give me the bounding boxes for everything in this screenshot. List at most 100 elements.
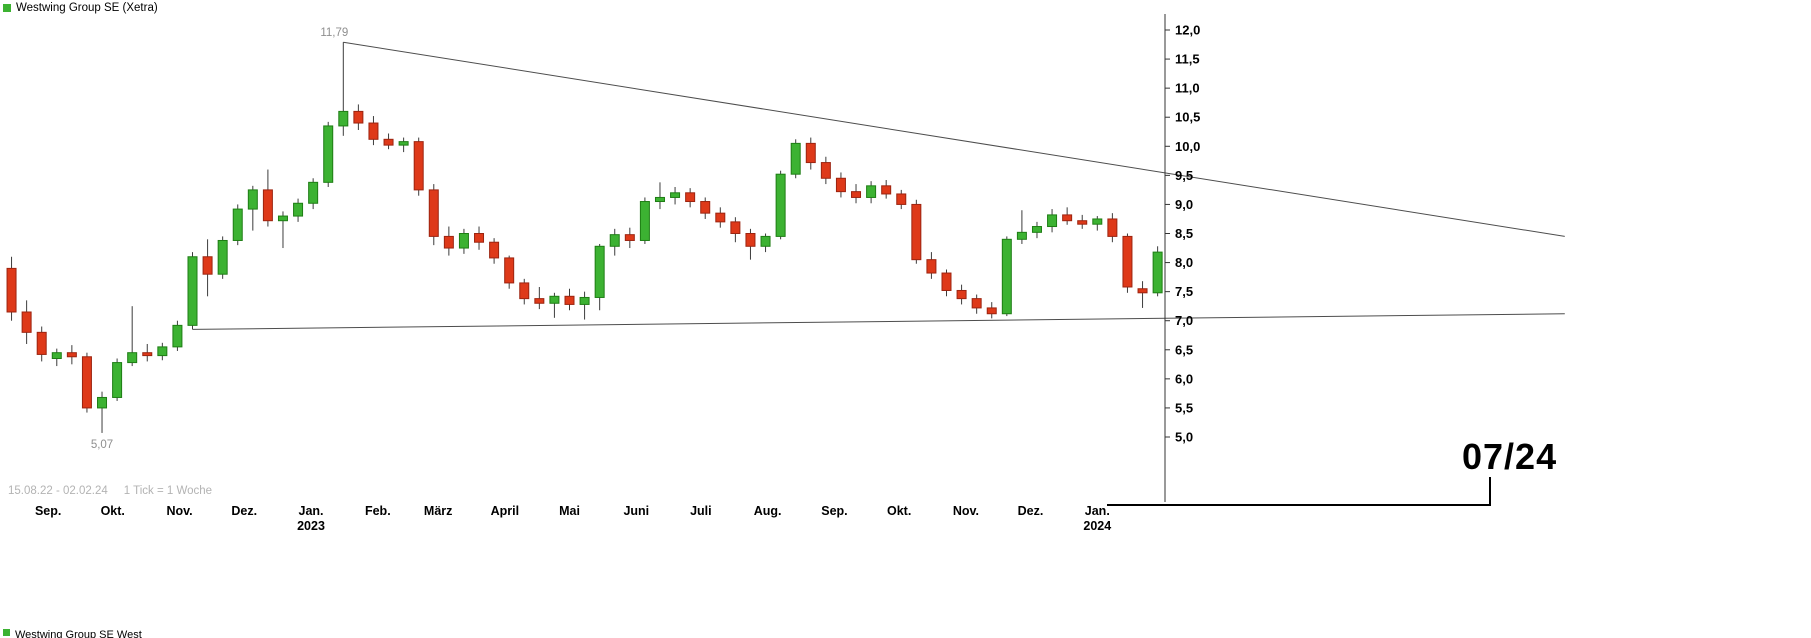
candle[interactable] <box>534 286 545 310</box>
candle[interactable] <box>36 326 47 362</box>
candle[interactable] <box>142 343 153 362</box>
candle[interactable] <box>398 137 409 153</box>
candle[interactable] <box>654 182 665 210</box>
candle[interactable] <box>835 172 846 198</box>
candle[interactable] <box>594 243 605 311</box>
candle[interactable] <box>66 345 77 365</box>
candle[interactable] <box>956 284 967 305</box>
candle[interactable] <box>820 156 831 185</box>
candle[interactable] <box>745 228 756 260</box>
candle[interactable] <box>986 302 997 319</box>
candle[interactable] <box>685 188 696 208</box>
candle[interactable] <box>323 121 334 187</box>
candle[interactable] <box>308 178 319 210</box>
candle[interactable] <box>172 320 183 351</box>
y-axis-label: 7,5 <box>1175 284 1193 299</box>
candle[interactable] <box>1152 246 1163 297</box>
y-axis-label: 6,0 <box>1175 371 1193 386</box>
candle[interactable] <box>881 180 892 199</box>
candle[interactable] <box>127 306 138 367</box>
candle[interactable] <box>519 278 530 305</box>
candle[interactable] <box>1092 216 1103 231</box>
x-axis-month-label: April <box>491 504 519 518</box>
candle[interactable] <box>474 226 485 250</box>
candle[interactable] <box>1122 233 1133 293</box>
candle-body <box>368 122 379 140</box>
candle-body <box>654 196 665 203</box>
candle[interactable] <box>971 294 982 314</box>
candle[interactable] <box>730 217 741 243</box>
candle[interactable] <box>670 186 681 205</box>
candle[interactable] <box>202 239 213 297</box>
clipped-series-title: Westwing Group SE West <box>15 629 142 638</box>
candle[interactable] <box>458 228 469 254</box>
candle[interactable] <box>217 236 228 279</box>
candle[interactable] <box>277 211 288 249</box>
candle[interactable] <box>443 226 454 256</box>
candle[interactable] <box>624 227 635 249</box>
candle[interactable] <box>700 197 711 219</box>
candle[interactable] <box>1077 214 1088 229</box>
candle[interactable] <box>805 137 816 170</box>
candle[interactable] <box>353 104 364 131</box>
candle-body <box>277 215 288 222</box>
candle[interactable] <box>1016 210 1027 244</box>
candle[interactable] <box>51 348 62 367</box>
candle[interactable] <box>1047 209 1058 233</box>
candle[interactable] <box>1137 281 1148 308</box>
candle[interactable] <box>247 185 258 231</box>
candle-body <box>1137 288 1148 294</box>
candle[interactable] <box>639 197 650 244</box>
candle[interactable] <box>97 391 108 433</box>
candle[interactable] <box>926 252 937 279</box>
date-range-text: 15.08.22 - 02.02.24 <box>8 485 108 497</box>
candle[interactable] <box>262 169 273 227</box>
candle[interactable] <box>368 116 379 146</box>
candle[interactable] <box>564 288 575 311</box>
y-axis-label: 9,0 <box>1175 197 1193 212</box>
candle[interactable] <box>6 256 17 321</box>
candle[interactable] <box>338 42 349 136</box>
candle[interactable] <box>187 252 198 330</box>
candle[interactable] <box>293 198 304 222</box>
candle[interactable] <box>413 137 424 196</box>
candle[interactable] <box>428 184 439 246</box>
candle[interactable] <box>760 233 771 253</box>
candle[interactable] <box>715 207 726 228</box>
candle-body <box>383 138 394 146</box>
candle[interactable] <box>1107 213 1118 243</box>
candle[interactable] <box>383 133 394 150</box>
candle[interactable] <box>866 181 877 204</box>
trendline-ascending-support <box>192 313 1565 330</box>
candle[interactable] <box>1001 236 1012 317</box>
candle[interactable] <box>609 228 620 256</box>
clipped-legend-row: Westwing Group SE West <box>3 629 142 638</box>
candle[interactable] <box>579 291 590 320</box>
y-axis-label: 11,0 <box>1175 81 1200 96</box>
candle[interactable] <box>941 269 952 297</box>
candle[interactable] <box>1062 207 1073 225</box>
candle[interactable] <box>81 352 92 413</box>
candle[interactable] <box>911 199 922 264</box>
y-axis-label: 11,5 <box>1175 52 1200 67</box>
candle[interactable] <box>157 342 168 361</box>
candle-body <box>881 185 892 195</box>
candle-body <box>51 352 62 360</box>
candle[interactable] <box>851 184 862 204</box>
candle[interactable] <box>896 189 907 210</box>
candle[interactable] <box>775 170 786 240</box>
candle[interactable] <box>21 300 32 344</box>
candle[interactable] <box>790 139 801 179</box>
candle[interactable] <box>112 358 123 401</box>
chart-legend: Westwing Group SE (Xetra) <box>3 2 158 14</box>
candle[interactable] <box>1031 221 1042 239</box>
candle[interactable] <box>232 204 243 246</box>
candle[interactable] <box>549 292 560 318</box>
candle[interactable] <box>504 255 515 289</box>
candle[interactable] <box>489 238 500 264</box>
future-date-label: 07/24 <box>1462 436 1558 477</box>
candle-body <box>66 352 77 358</box>
